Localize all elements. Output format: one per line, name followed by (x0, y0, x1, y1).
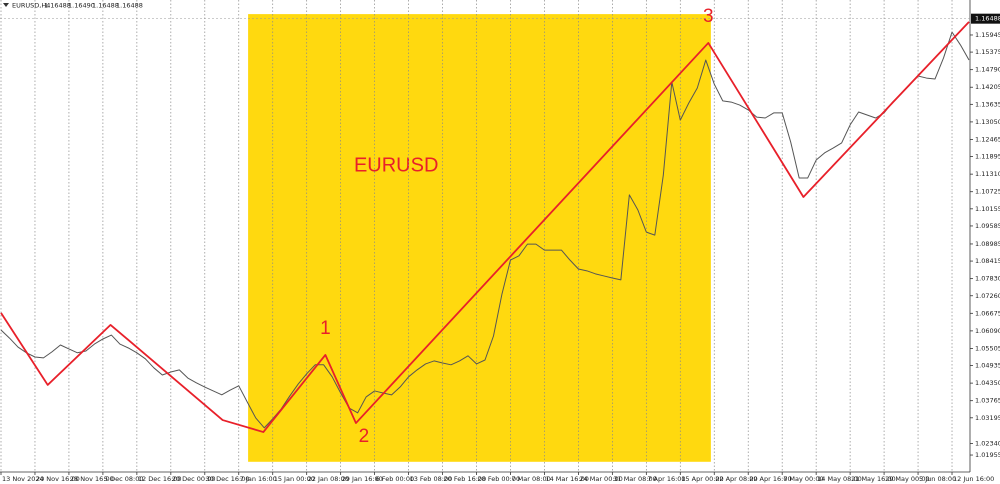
ohlc-low: 1.16488 (92, 2, 119, 10)
y-tick-label: 1.11310 (975, 170, 1000, 178)
y-tick-label: 1.13050 (975, 118, 1000, 126)
x-tick-label: 20 Dec 00:00 (172, 475, 216, 483)
point-label: 1 (320, 318, 331, 339)
x-tick-label: 14 Mar 16:00 (545, 475, 588, 483)
y-tick-label: 1.10155 (975, 205, 1000, 213)
x-tick-label: 12 Dec 16:00 (138, 475, 182, 483)
x-tick-label: 5 Dec 08:00 (104, 475, 144, 483)
x-tick-label: 15 Apr 00:00 (681, 475, 723, 483)
x-tick-label: 7 May 00:00 (783, 475, 823, 483)
x-tick-label: 24 Mar 00:00 (579, 475, 622, 483)
y-tick-label: 1.15945 (975, 31, 1000, 39)
x-tick-label: 28 Nov 16:00 (70, 475, 114, 483)
y-tick-label: 1.03765 (975, 397, 1000, 405)
x-tick-label: 20 Nov 16:00 (36, 475, 80, 483)
y-tick-label: 1.04935 (975, 362, 1000, 370)
x-tick-label: 31 Mar 08:00 (613, 475, 656, 483)
x-tick-label: 5 Jun 08:00 (919, 475, 956, 483)
x-tick-label: 20 Feb 16:00 (444, 475, 487, 483)
y-tick-label: 1.08985 (975, 240, 1000, 248)
y-tick-label: 1.14790 (975, 66, 1000, 74)
x-tick-label: 30 Dec 16:00 (206, 475, 250, 483)
x-tick-label: 7 Apr 16:00 (647, 475, 685, 483)
ohlc-high: 1.16490 (68, 2, 95, 10)
last-price-label: 1.16488 (975, 15, 1000, 23)
x-tick-label: 12 Jun 16:00 (953, 475, 994, 483)
y-tick-label: 1.13635 (975, 100, 1000, 108)
y-tick-label: 1.08415 (975, 257, 1000, 265)
menu-arrow (3, 3, 9, 7)
y-tick-label: 1.06090 (975, 327, 1000, 335)
y-tick-label: 1.15375 (975, 48, 1000, 56)
x-tick-label: 28 Feb 00:00 (478, 475, 521, 483)
highlight-range (248, 14, 711, 462)
x-tick-label: 7 Jan 16:00 (240, 475, 277, 483)
ohlc-close: 1.16488 (116, 2, 143, 10)
y-tick-label: 1.11895 (975, 153, 1000, 161)
x-tick-label: 6 Feb 00:00 (376, 475, 415, 483)
y-tick-label: 1.14205 (975, 83, 1000, 91)
x-tick-label: 13 Feb 08:00 (410, 475, 453, 483)
last-price-box (971, 13, 1000, 24)
x-tick-label: 29 Jan 16:00 (342, 475, 383, 483)
y-tick-label: 1.04350 (975, 379, 1000, 387)
symbol: EURUSD,H4 (12, 2, 50, 10)
point-label: 3 (703, 6, 714, 27)
x-tick-label: 22 Jan 08:00 (308, 475, 349, 483)
y-tick-label: 1.01955 (975, 451, 1000, 459)
y-tick-label: 1.09585 (975, 222, 1000, 230)
highlight-label: EURUSD (354, 155, 438, 177)
point-label: 2 (359, 426, 370, 447)
price-line (0, 31, 970, 429)
x-tick-label: 29 May 00:00 (885, 475, 930, 483)
y-tick-label: 1.06675 (975, 309, 1000, 317)
x-tick-label: 29 Apr 16:00 (749, 475, 791, 483)
x-tick-label: 13 Nov 2024 (2, 475, 44, 483)
x-tick-label: 22 Apr 08:00 (715, 475, 757, 483)
y-tick-label: 1.12465 (975, 135, 1000, 143)
y-tick-label: 1.07830 (975, 275, 1000, 283)
x-tick-label: 21 May 16:00 (851, 475, 896, 483)
y-tick-label: 1.07260 (975, 292, 1000, 300)
y-tick-label: 1.10725 (975, 188, 1000, 196)
ohlc-open: 1.16488 (44, 2, 71, 10)
x-tick-label: 7 Mar 08:00 (511, 475, 550, 483)
y-tick-label: 1.05505 (975, 344, 1000, 352)
x-tick-label: 15 Jan 00:00 (274, 475, 315, 483)
zigzag-line (0, 21, 970, 433)
x-tick-label: 14 May 08:00 (817, 475, 862, 483)
y-tick-label: 1.03195 (975, 414, 1000, 422)
y-tick-label: 1.02340 (975, 439, 1000, 447)
